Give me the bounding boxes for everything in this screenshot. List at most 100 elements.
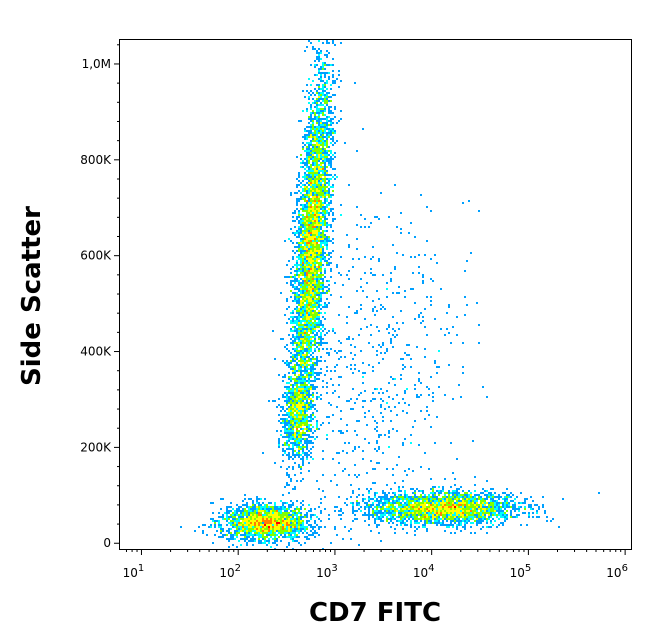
event-dot (316, 232, 318, 234)
event-dot (384, 514, 386, 516)
event-dot (472, 522, 474, 524)
event-dot (298, 190, 300, 192)
event-dot (428, 500, 430, 502)
event-dot (406, 532, 408, 534)
event-dot (334, 178, 336, 180)
event-dot (304, 358, 306, 360)
event-dot (310, 286, 312, 288)
event-dot (478, 514, 480, 516)
event-dot (388, 446, 390, 448)
event-dot (296, 440, 298, 442)
event-dot (312, 312, 314, 314)
event-dot (324, 334, 326, 336)
event-dot (482, 514, 484, 516)
event-dot (320, 108, 322, 110)
event-dot (422, 512, 424, 514)
event-dot (330, 252, 332, 254)
event-dot (324, 128, 326, 130)
event-dot (230, 502, 232, 504)
event-dot (324, 210, 326, 212)
event-dot (274, 518, 276, 520)
event-dot (426, 406, 428, 408)
event-dot (222, 536, 224, 538)
event-dot (418, 510, 420, 512)
event-dot (320, 80, 322, 82)
event-dot (262, 502, 264, 504)
event-dot (346, 424, 348, 426)
event-dot (298, 216, 300, 218)
event-dot (322, 160, 324, 162)
event-dot (440, 512, 442, 514)
event-dot (320, 338, 322, 340)
event-dot (376, 354, 378, 356)
event-dot (318, 94, 320, 96)
event-dot (374, 494, 376, 496)
event-dot (300, 334, 302, 336)
event-dot (292, 404, 294, 406)
event-dot (316, 410, 318, 412)
event-dot (288, 452, 290, 454)
event-dot (464, 510, 466, 512)
event-dot (298, 220, 300, 222)
event-dot (326, 94, 328, 96)
event-dot (318, 228, 320, 230)
event-dot (400, 524, 402, 526)
event-dot (234, 538, 236, 540)
event-dot (462, 508, 464, 510)
event-dot (304, 164, 306, 166)
event-dot (220, 528, 222, 530)
event-dot (256, 506, 258, 508)
event-dot (300, 364, 302, 366)
event-dot (312, 138, 314, 140)
event-dot (282, 520, 284, 522)
event-dot (260, 520, 262, 522)
event-dot (246, 542, 248, 544)
event-dot (282, 506, 284, 508)
event-dot (290, 534, 292, 536)
event-dot (306, 318, 308, 320)
event-dot (418, 272, 420, 274)
event-dot (414, 492, 416, 494)
event-dot (290, 506, 292, 508)
event-dot (456, 510, 458, 512)
event-dot (442, 514, 444, 516)
event-dot (282, 526, 284, 528)
event-dot (302, 254, 304, 256)
event-dot (322, 92, 324, 94)
event-dot (344, 502, 346, 504)
event-dot (302, 434, 304, 436)
event-dot (348, 336, 350, 338)
event-dot (434, 492, 436, 494)
event-dot (266, 544, 268, 546)
event-dot (322, 166, 324, 168)
event-dot (442, 502, 444, 504)
event-dot (420, 518, 422, 520)
event-dot (480, 512, 482, 514)
event-dot (312, 232, 314, 234)
event-dot (238, 540, 240, 542)
event-dot (288, 422, 290, 424)
event-dot (298, 392, 300, 394)
event-dot (318, 176, 320, 178)
event-dot (322, 236, 324, 238)
event-dot (444, 530, 446, 532)
event-dot (368, 226, 370, 228)
event-dot (296, 384, 298, 386)
event-dot (238, 522, 240, 524)
event-dot (324, 98, 326, 100)
event-dot (242, 518, 244, 520)
event-dot (336, 122, 338, 124)
event-dot (300, 344, 302, 346)
event-dot (314, 288, 316, 290)
event-dot (308, 364, 310, 366)
event-dot (226, 514, 228, 516)
event-dot (284, 392, 286, 394)
event-dot (470, 252, 472, 254)
event-dot (400, 518, 402, 520)
event-dot (288, 544, 290, 546)
event-dot (272, 506, 274, 508)
event-dot (268, 514, 270, 516)
event-dot (238, 508, 240, 510)
event-dot (312, 294, 314, 296)
event-dot (328, 182, 330, 184)
